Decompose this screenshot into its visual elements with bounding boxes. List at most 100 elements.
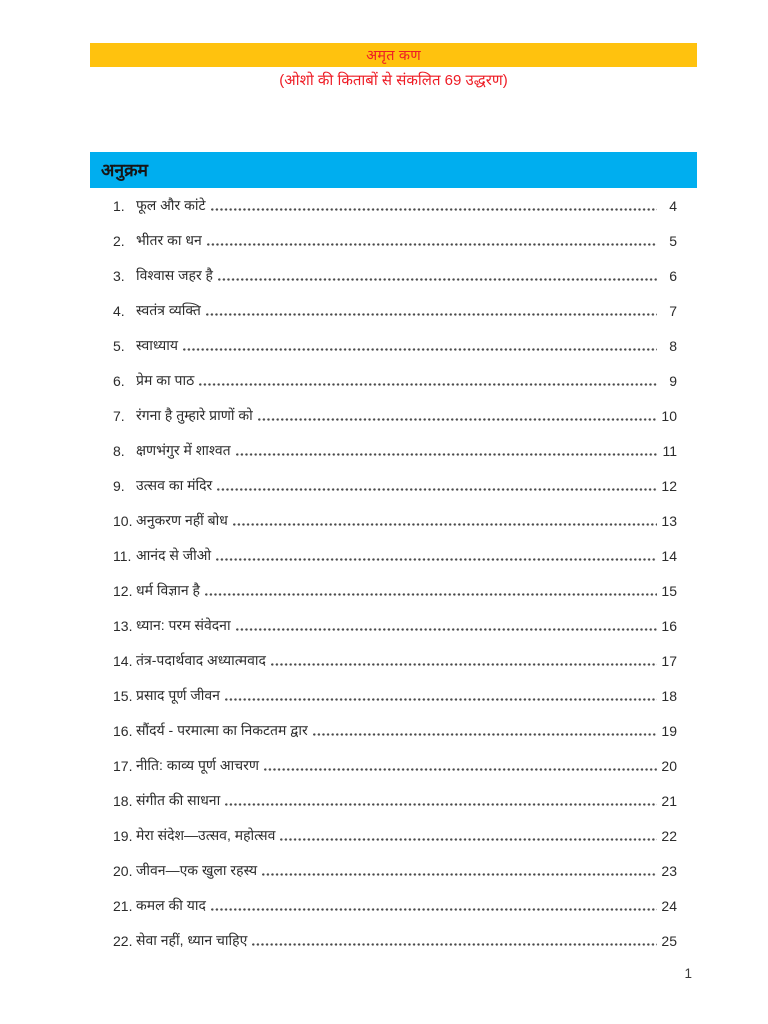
toc-item-title: भीतर का धन bbox=[136, 232, 202, 248]
toc-item-number: 7. bbox=[113, 407, 125, 424]
toc-item-number: 5. bbox=[113, 337, 125, 354]
toc-item-title: ध्यान: परम संवेदना bbox=[136, 617, 231, 633]
dot-leader-icon bbox=[312, 733, 657, 736]
toc-item-page: 14 bbox=[661, 547, 677, 564]
toc-item-title: फूल और कांटे bbox=[136, 197, 206, 213]
toc-item-page: 20 bbox=[661, 757, 677, 774]
toc-item: 22. सेवा नहीं, ध्यान चाहिए 25 bbox=[90, 923, 697, 958]
toc-item-number: 1. bbox=[113, 197, 125, 214]
toc-item-title: तंत्र-पदार्थवाद अध्यात्मवाद bbox=[136, 652, 266, 668]
toc-item: 12. धर्म विज्ञान है 15 bbox=[90, 573, 697, 608]
toc-item-title: विश्वास जहर है bbox=[136, 267, 213, 283]
toc-item: 13. ध्यान: परम संवेदना 16 bbox=[90, 608, 697, 643]
dot-leader-icon bbox=[252, 943, 657, 946]
toc-item-number: 6. bbox=[113, 372, 125, 389]
dot-leader-icon bbox=[210, 908, 657, 911]
toc-item: 5. स्वाध्याय 8 bbox=[90, 328, 697, 363]
toc-item-number: 15. bbox=[113, 687, 133, 704]
toc-item: 4. स्वतंत्र व्यक्ति 7 bbox=[90, 293, 697, 328]
toc-item: 9. उत्सव का मंदिर 12 bbox=[90, 468, 697, 503]
toc-item-number: 17. bbox=[113, 757, 133, 774]
dot-leader-icon bbox=[206, 243, 657, 246]
toc-item-title: प्रसाद पूर्ण जीवन bbox=[136, 687, 220, 703]
toc-item-page: 7 bbox=[669, 302, 677, 319]
toc-item-title: प्रेम का पाठ bbox=[136, 372, 195, 388]
toc-item: 18. संगीत की साधना 21 bbox=[90, 783, 697, 818]
toc-item-number: 11. bbox=[113, 547, 132, 564]
toc-item-title: मेरा संदेश—उत्सव, महोत्सव bbox=[136, 827, 276, 843]
dot-leader-icon bbox=[216, 558, 657, 561]
dot-leader-icon bbox=[224, 698, 657, 701]
dot-leader-icon bbox=[232, 523, 657, 526]
toc-item-title: स्वाध्याय bbox=[136, 337, 178, 353]
toc-item: 19. मेरा संदेश—उत्सव, महोत्सव 22 bbox=[90, 818, 697, 853]
toc-item-page: 19 bbox=[661, 722, 677, 739]
toc-item: 10. अनुकरण नहीं बोध 13 bbox=[90, 503, 697, 538]
toc-list: 1. फूल और कांटे 4 2. भीतर का धन 5 3. विश… bbox=[90, 188, 697, 958]
toc-item: 1. फूल और कांटे 4 bbox=[90, 188, 697, 223]
toc-item-title: उत्सव का मंदिर bbox=[136, 477, 213, 493]
dot-leader-icon bbox=[210, 208, 657, 211]
dot-leader-icon bbox=[205, 313, 657, 316]
toc-item-number: 19. bbox=[113, 827, 133, 844]
toc-item: 2. भीतर का धन 5 bbox=[90, 223, 697, 258]
toc-item-page: 4 bbox=[669, 197, 677, 214]
toc-item-page: 13 bbox=[661, 512, 677, 529]
dot-leader-icon bbox=[235, 628, 657, 631]
dot-leader-icon bbox=[263, 768, 657, 771]
toc-item-number: 3. bbox=[113, 267, 125, 284]
toc-item-page: 16 bbox=[661, 617, 677, 634]
toc-item-title: धर्म विज्ञान है bbox=[136, 582, 200, 598]
toc-item-title: आनंद से जीओ bbox=[136, 547, 212, 563]
toc-item: 6. प्रेम का पाठ 9 bbox=[90, 363, 697, 398]
dot-leader-icon bbox=[262, 873, 657, 876]
toc-item: 15. प्रसाद पूर्ण जीवन 18 bbox=[90, 678, 697, 713]
dot-leader-icon bbox=[280, 838, 657, 841]
toc-item-page: 24 bbox=[661, 897, 677, 914]
dot-leader-icon bbox=[235, 453, 657, 456]
footer-page-number: 1 bbox=[684, 966, 692, 981]
toc-heading-banner: अनुक्रम bbox=[90, 152, 697, 188]
dot-leader-icon bbox=[199, 383, 657, 386]
dot-leader-icon bbox=[204, 593, 657, 596]
toc-item-number: 21. bbox=[113, 897, 133, 914]
toc-item-page: 25 bbox=[661, 932, 677, 949]
toc-item-number: 22. bbox=[113, 932, 133, 949]
dot-leader-icon bbox=[225, 803, 657, 806]
document-subtitle: (ओशो की किताबों से संकलित 69 उद्धरण) bbox=[279, 72, 508, 89]
toc-item-page: 18 bbox=[661, 687, 677, 704]
toc-item-number: 14. bbox=[113, 652, 133, 669]
toc-item: 16. सौंदर्य - परमात्मा का निकटतम द्वार 1… bbox=[90, 713, 697, 748]
toc-item-number: 20. bbox=[113, 862, 133, 879]
toc-item-title: कमल की याद bbox=[136, 897, 206, 913]
toc-item-page: 8 bbox=[669, 337, 677, 354]
toc-item-page: 22 bbox=[661, 827, 677, 844]
dot-leader-icon bbox=[270, 663, 657, 666]
toc-item-title: क्षणभंगुर में शाश्वत bbox=[136, 442, 231, 458]
toc-item-page: 21 bbox=[661, 792, 677, 809]
toc-item-page: 12 bbox=[661, 477, 677, 494]
toc-item-title: स्वतंत्र व्यक्ति bbox=[136, 302, 201, 318]
toc-item-title: संगीत की साधना bbox=[136, 792, 221, 808]
toc-item-title: जीवन—एक खुला रहस्य bbox=[136, 862, 258, 878]
toc-item-title: अनुकरण नहीं बोध bbox=[136, 512, 228, 528]
title-banner: अमृत कण bbox=[90, 43, 697, 67]
toc-item-number: 12. bbox=[113, 582, 133, 599]
toc-item-title: नीति: काव्य पूर्ण आचरण bbox=[136, 757, 259, 773]
toc-item-page: 11 bbox=[662, 442, 677, 459]
toc-item-page: 6 bbox=[669, 267, 677, 284]
toc-item-number: 18. bbox=[113, 792, 133, 809]
toc-item-page: 9 bbox=[669, 372, 677, 389]
toc-item-number: 10. bbox=[113, 512, 133, 529]
toc-item-number: 16. bbox=[113, 722, 133, 739]
toc-item-number: 8. bbox=[113, 442, 125, 459]
toc-item-title: रंगना है तुम्हारे प्राणों को bbox=[136, 407, 253, 423]
toc-item-page: 17 bbox=[661, 652, 677, 669]
toc-item: 3. विश्वास जहर है 6 bbox=[90, 258, 697, 293]
toc-item-title: सौंदर्य - परमात्मा का निकटतम द्वार bbox=[136, 722, 308, 738]
toc-item: 14. तंत्र-पदार्थवाद अध्यात्मवाद 17 bbox=[90, 643, 697, 678]
dot-leader-icon bbox=[257, 418, 657, 421]
toc-item: 17. नीति: काव्य पूर्ण आचरण 20 bbox=[90, 748, 697, 783]
toc-heading: अनुक्रम bbox=[101, 160, 148, 180]
